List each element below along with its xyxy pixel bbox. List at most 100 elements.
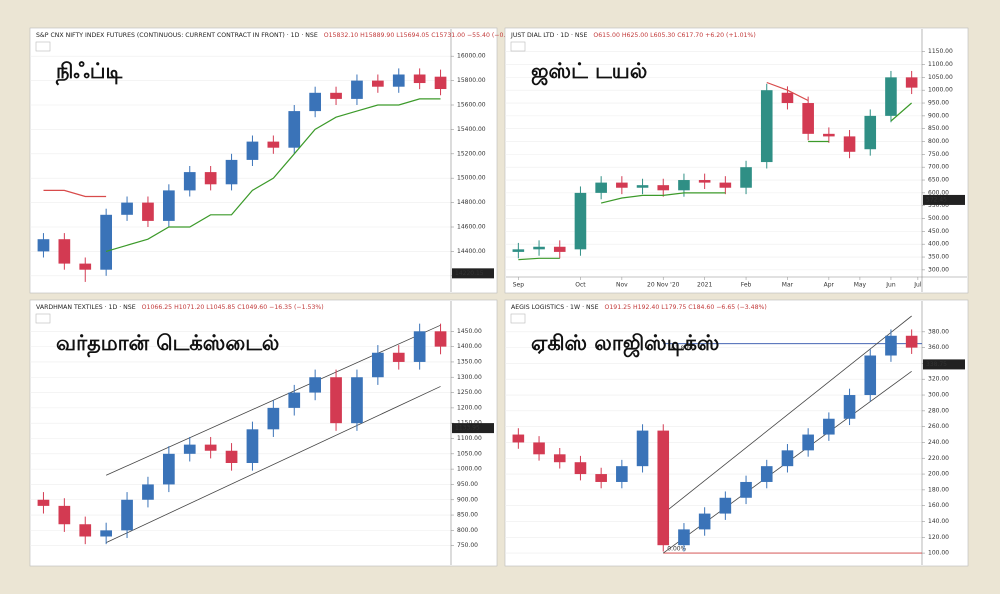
- y-tick-label: 1050.00: [928, 74, 953, 81]
- candle-body: [574, 192, 587, 250]
- candle-body: [574, 462, 587, 475]
- y-tick-label: 160.00: [928, 502, 949, 509]
- chart-header: AEGIS LOGISTICS · 1W · NSE O191.25 H192.4…: [511, 304, 767, 311]
- candle-body: [225, 159, 238, 185]
- candle-body: [864, 355, 877, 396]
- candle-body: [413, 74, 426, 84]
- candle-body: [512, 249, 525, 252]
- candle-body: [162, 190, 175, 221]
- candle-body: [760, 90, 773, 163]
- x-tick-label: Apr: [824, 282, 835, 289]
- candle-body: [267, 407, 280, 430]
- chart-panel: 100.00 120.00 140.00 160.00 180.00 200.00 220.…: [504, 299, 969, 567]
- y-tick-label: 120.00: [928, 534, 949, 541]
- y-tick-label: 850.00: [928, 125, 949, 132]
- candle-body: [58, 505, 71, 525]
- candle-body: [58, 239, 71, 264]
- candle-body: [657, 185, 670, 191]
- y-tick-label: 15000.00: [457, 175, 486, 182]
- chart-title: JUST DIAL LTD · 1D · NSE: [510, 32, 587, 39]
- candle-body: [885, 77, 897, 116]
- candle-body: [288, 111, 301, 148]
- chart-title: VARDHMAN TEXTILES · 1D · NSE: [36, 304, 136, 311]
- ohlc-readout: O191.25 H192.40 L179.75 C184.60 −6.65 (−…: [604, 304, 766, 311]
- candle-body: [678, 529, 690, 546]
- y-tick-label: 260.00: [928, 423, 949, 430]
- candle-body: [392, 74, 405, 87]
- candle-body: [204, 172, 217, 185]
- fib-level-label: 161.80%: [667, 345, 694, 352]
- candle-body: [183, 172, 196, 191]
- candle-body: [79, 524, 92, 537]
- trend-line: [43, 189, 107, 198]
- candle-body: [740, 481, 752, 498]
- candle-body: [204, 444, 217, 451]
- indicator-toggle[interactable]: [35, 41, 51, 52]
- y-tick-label: 360.00: [928, 344, 949, 351]
- candle-body: [781, 450, 794, 467]
- candle-body: [37, 499, 50, 506]
- chart-panel: 300.00 350.00 400.00 450.00 500.00 550.00 600.…: [504, 27, 969, 294]
- y-tick-label: 1100.00: [457, 435, 482, 442]
- candle-body: [533, 442, 545, 455]
- candle-body: [698, 513, 711, 530]
- y-tick-label: 950.00: [928, 100, 949, 107]
- candle-body: [760, 466, 773, 482]
- candle-body: [121, 202, 133, 215]
- candle-body: [309, 92, 322, 112]
- x-tick-label: Feb: [741, 282, 752, 289]
- candle-body: [142, 484, 154, 500]
- y-tick-label: 700.00: [928, 164, 949, 171]
- y-tick-label: 320.00: [928, 376, 949, 383]
- candle-body: [905, 335, 918, 348]
- candle-body: [657, 430, 670, 546]
- candle-body: [371, 80, 384, 87]
- price-tag-box: [452, 268, 494, 279]
- channel-line: [663, 315, 912, 514]
- y-tick-label: 750.00: [457, 542, 478, 549]
- y-tick-label: 15400.00: [457, 126, 486, 133]
- x-tick-label: 2021: [697, 282, 712, 289]
- y-tick-label: 180.00: [928, 486, 949, 493]
- candle-body: [864, 115, 877, 150]
- y-tick-label: 800.00: [928, 138, 949, 145]
- candle-body: [351, 80, 363, 99]
- y-tick-label: 280.00: [928, 407, 949, 414]
- y-tick-label: 1450.00: [457, 328, 482, 335]
- chart-header: JUST DIAL LTD · 1D · NSE O615.00 H625.00 …: [510, 32, 756, 39]
- chart-panel: 750.00 800.00 850.00 900.00 950.00 1000.00 105…: [29, 299, 498, 567]
- x-tick-label: Mar: [782, 282, 794, 289]
- chart-annotation: ஜஸ்ட் டயல்: [531, 59, 647, 86]
- candle-body: [434, 76, 447, 90]
- candle-body: [843, 395, 856, 419]
- x-tick-label: May: [854, 282, 867, 289]
- chart-annotation: நிஃப்டி: [55, 59, 122, 86]
- y-tick-label: 14600.00: [457, 224, 486, 231]
- y-tick-label: 15800.00: [457, 77, 486, 84]
- indicator-toggle[interactable]: [510, 41, 526, 52]
- x-tick-label: 20 Nov '20: [647, 282, 680, 289]
- candle-body: [79, 263, 92, 270]
- y-tick-label: 450.00: [928, 228, 949, 235]
- y-tick-label: 16000.00: [457, 53, 486, 60]
- indicator-toggle[interactable]: [510, 313, 526, 324]
- y-tick-label: 400.00: [928, 241, 949, 248]
- candle-body: [371, 352, 384, 378]
- x-tick-label: Jul: [913, 282, 922, 289]
- candle-body: [162, 453, 175, 485]
- y-tick-label: 950.00: [457, 481, 478, 488]
- y-tick-label: 1050.00: [457, 450, 482, 457]
- trend-line: [518, 102, 912, 261]
- price-tag-box: [452, 423, 494, 434]
- y-tick-label: 1400.00: [457, 343, 482, 350]
- indicator-toggle[interactable]: [35, 313, 51, 324]
- trend-line: [105, 98, 441, 252]
- y-tick-label: 200.00: [928, 471, 949, 478]
- candle-body: [100, 530, 113, 537]
- y-tick-label: 220.00: [928, 455, 949, 462]
- y-tick-label: 1100.00: [928, 61, 953, 68]
- y-tick-label: 15600.00: [457, 102, 486, 109]
- candle-body: [678, 180, 690, 191]
- price-tag-box: [923, 359, 965, 370]
